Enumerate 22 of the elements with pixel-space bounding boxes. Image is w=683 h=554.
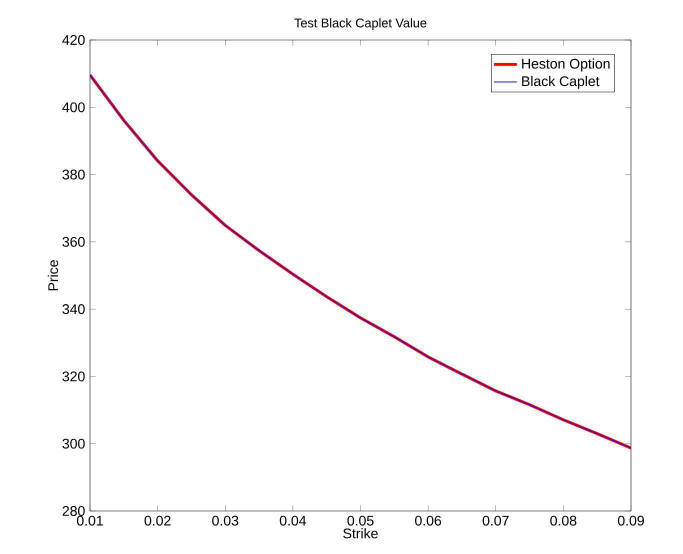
y-tick-label: 300: [62, 438, 85, 449]
x-tick-label: 0.04: [280, 516, 306, 526]
legend-label: Heston Option: [522, 58, 610, 72]
x-tick-label: 0.05: [347, 516, 374, 526]
chart-title: Test Black Caplet Value: [294, 18, 426, 30]
x-tick-label: 0.07: [482, 516, 509, 526]
y-tick-label: 360: [62, 236, 85, 247]
x-tick-label: 0.09: [618, 516, 644, 526]
y-tick-label: 420: [62, 35, 85, 45]
x-tick-label: 0.02: [144, 516, 171, 526]
y-tick-label: 380: [62, 170, 85, 180]
y-axis-title: Price: [48, 260, 58, 290]
x-axis-title: Strike: [343, 528, 378, 538]
x-tick-label: 0.03: [212, 516, 238, 526]
x-tick-label: 0.08: [550, 516, 576, 526]
x-tick-label: 0.06: [415, 516, 442, 526]
y-tick-label: 320: [62, 371, 85, 382]
y-tick-label: 340: [62, 304, 85, 314]
y-tick-label: 400: [62, 102, 85, 112]
x-tick-label: 0.01: [76, 516, 103, 526]
legend-label: Black Caplet: [522, 76, 600, 89]
y-tick-label: 280: [62, 506, 85, 516]
